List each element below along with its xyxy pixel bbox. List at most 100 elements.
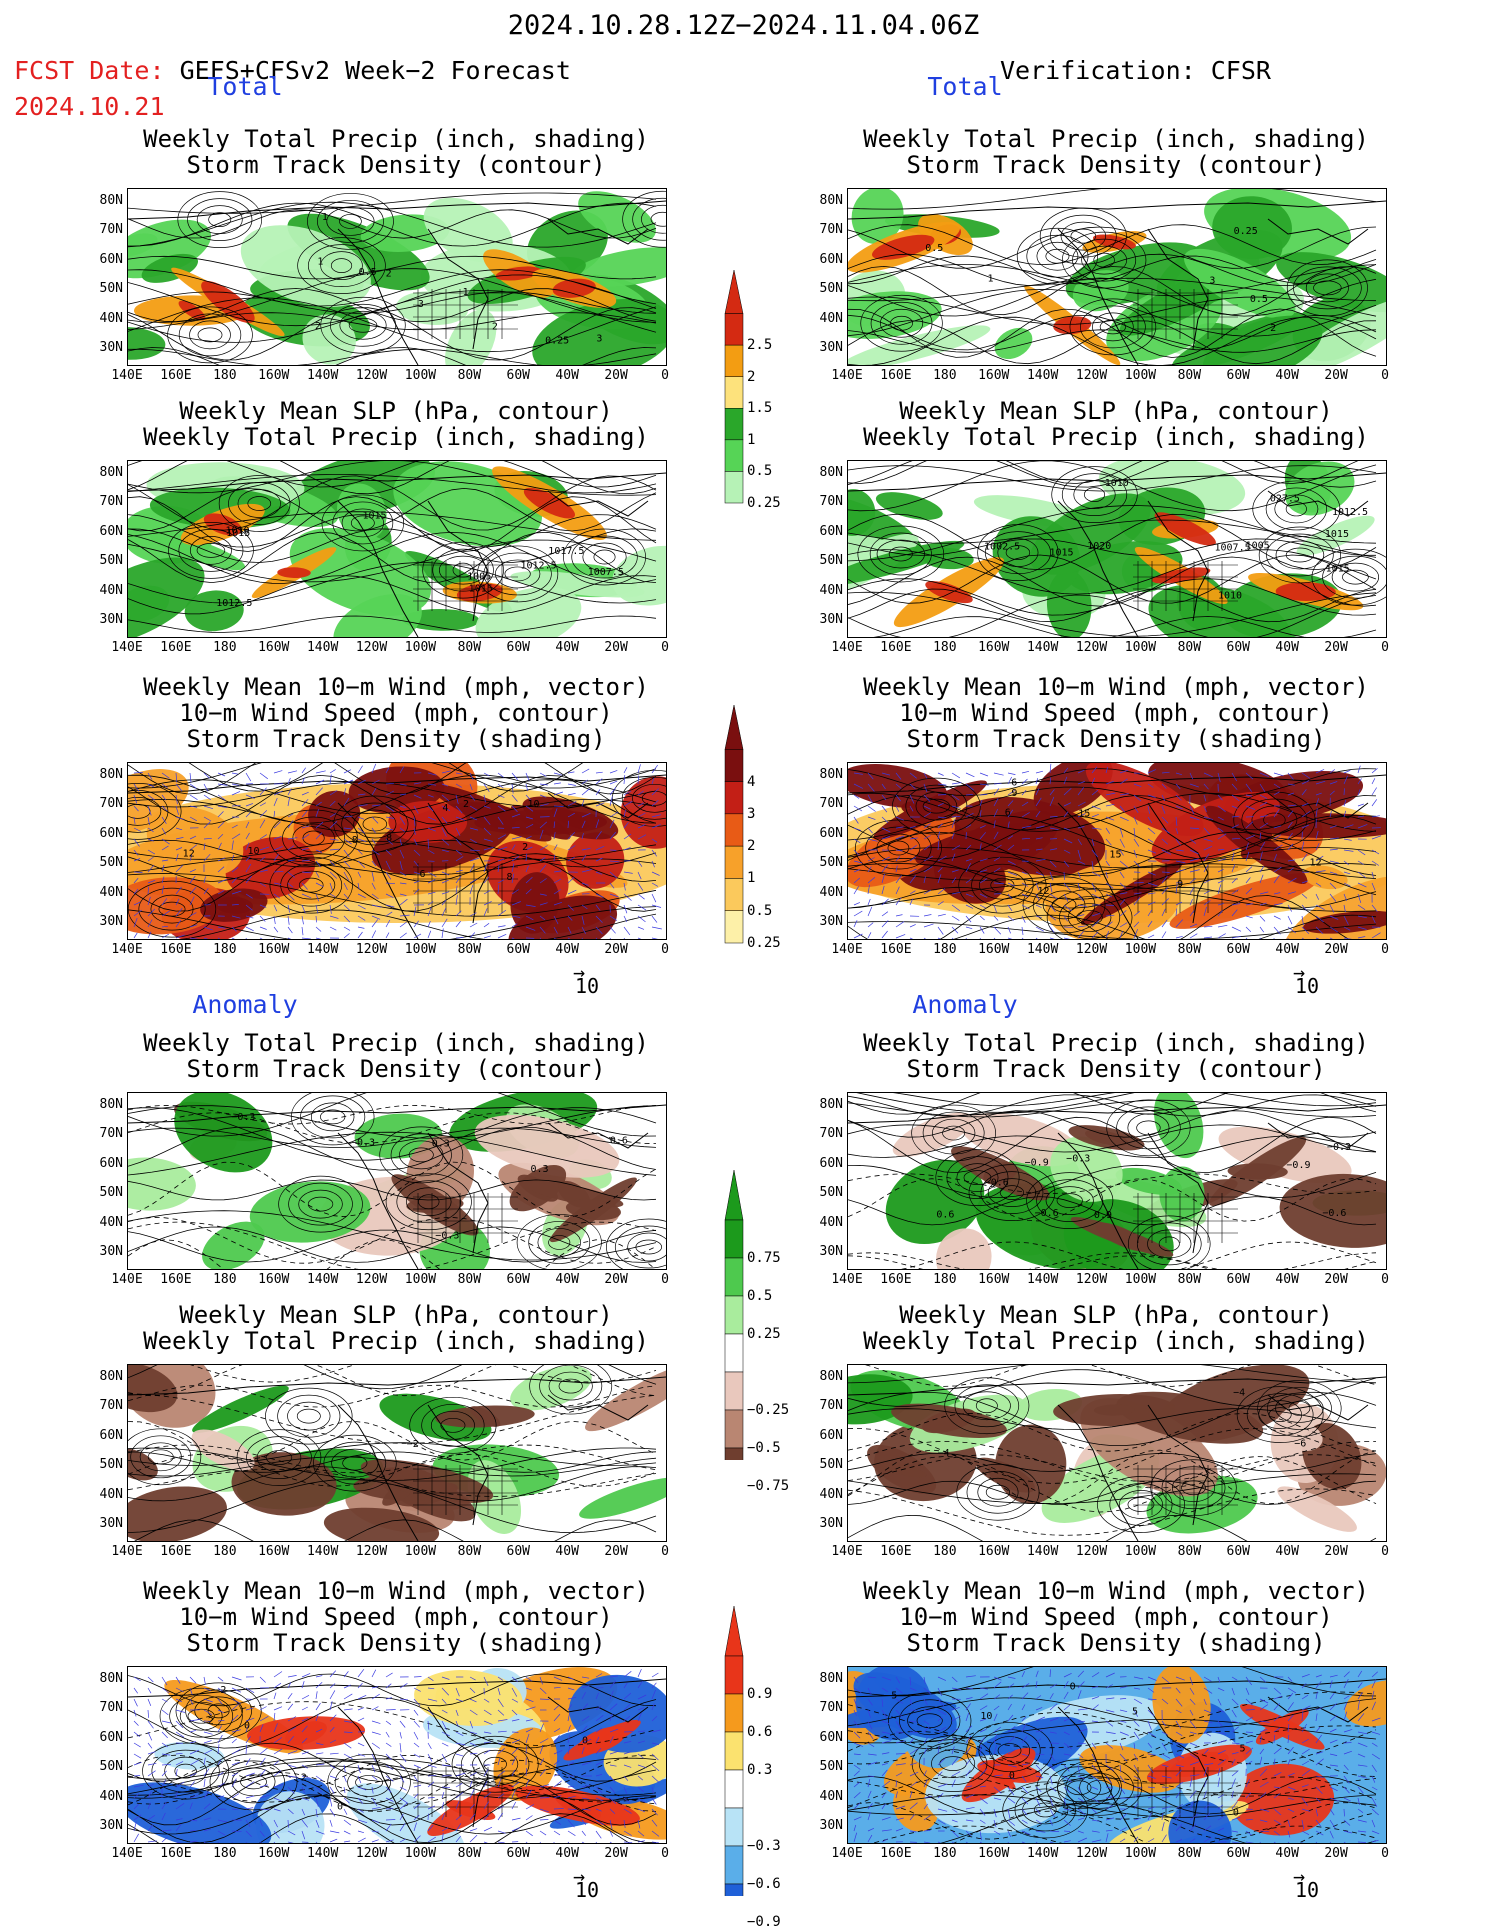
contour-label: 1005 xyxy=(467,571,491,582)
contour-label: 1015 xyxy=(1049,548,1073,559)
lat-tick-label: 60N xyxy=(83,1730,123,1745)
section-label-anomaly: Anomaly xyxy=(95,990,395,1019)
colorbar-tick-label: 2.5 xyxy=(747,337,772,353)
lat-tick-label: 70N xyxy=(83,796,123,811)
lon-tick-label: 0 xyxy=(1355,1846,1415,1861)
lat-tick-label: 50N xyxy=(803,1759,843,1774)
lat-tick-label: 60N xyxy=(803,1156,843,1171)
vector-scale-label: 10 xyxy=(1277,1878,1337,1902)
panel-title: Storm Track Density (contour) xyxy=(836,1056,1396,1083)
contour-label: 2 xyxy=(522,842,528,853)
contour-label: −2 xyxy=(407,1439,419,1450)
lon-tick-label: 0 xyxy=(635,942,695,957)
contour-label: −4 xyxy=(938,1448,950,1459)
lat-tick-label: 70N xyxy=(803,796,843,811)
panel-title: Storm Track Density (contour) xyxy=(116,152,676,179)
contour-label: 0 xyxy=(244,1721,250,1732)
lat-tick-label: 30N xyxy=(83,1516,123,1531)
lat-tick-label: 80N xyxy=(83,767,123,782)
contour-label: 6 xyxy=(1005,808,1011,819)
lat-tick-label: 30N xyxy=(803,1244,843,1259)
contour-label: 0.9 xyxy=(1094,1210,1112,1221)
lat-tick-label: 50N xyxy=(803,281,843,296)
contour-label: 1012.5 xyxy=(216,598,252,609)
panel-title: 10−m Wind Speed (mph, contour) xyxy=(836,700,1396,727)
map-canvas: −2 xyxy=(128,1365,666,1541)
contour-label: 2 xyxy=(463,799,469,810)
contour-label: −0.6 xyxy=(1035,1208,1059,1219)
contour-label: 9 xyxy=(1177,879,1183,890)
lat-tick-label: 40N xyxy=(83,583,123,598)
contour-label: 2 xyxy=(208,1716,214,1727)
contour-label: −6 xyxy=(1294,1438,1306,1449)
contour-label: 10 xyxy=(980,1711,992,1722)
contour-label: −0.3 xyxy=(351,1137,375,1148)
colorbar-graphic xyxy=(719,705,749,955)
lat-tick-label: 80N xyxy=(803,767,843,782)
contour-label: 0.5 xyxy=(1250,294,1268,305)
contour-label: 0 xyxy=(582,1735,588,1746)
lat-tick-label: 40N xyxy=(83,1789,123,1804)
lon-tick-label: 0 xyxy=(635,1544,695,1559)
contour-label: 9 xyxy=(1011,788,1017,799)
colorbar-tick-label: 0.25 xyxy=(747,495,781,511)
colorbar-track_anom xyxy=(719,1606,749,1896)
colorbar-graphic xyxy=(719,1170,749,1460)
lat-tick-label: 60N xyxy=(83,1156,123,1171)
panel-title: Weekly Mean SLP (hPa, contour) xyxy=(836,398,1396,425)
lat-tick-label: 50N xyxy=(83,1759,123,1774)
contour-label: 1020 xyxy=(1087,541,1111,552)
lat-tick-label: 80N xyxy=(83,465,123,480)
lat-tick-label: 80N xyxy=(83,1671,123,1686)
contour-label: 0 xyxy=(1009,1771,1015,1782)
contour-label: −0.3 xyxy=(231,1112,255,1123)
contour-label: 1010 xyxy=(1218,591,1242,602)
lat-tick-label: 70N xyxy=(803,1398,843,1413)
contour-label: 0.5 xyxy=(925,243,943,254)
lon-tick-label: 0 xyxy=(1355,640,1415,655)
contour-label: 15 xyxy=(1109,850,1121,861)
colorbar-tick-label: 0.5 xyxy=(747,903,772,919)
colorbar-tick-label: −0.6 xyxy=(747,1876,781,1892)
contour-label: 8 xyxy=(506,872,512,883)
lon-tick-label: 0 xyxy=(1355,368,1415,383)
panel-title: Weekly Total Precip (inch, shading) xyxy=(116,126,676,153)
panel-title: Weekly Total Precip (inch, shading) xyxy=(836,1030,1396,1057)
contour-label: 0.3 xyxy=(432,1138,450,1149)
lat-tick-label: 40N xyxy=(803,1215,843,1230)
contour-label: 4 xyxy=(442,803,448,814)
contour-label: 8 xyxy=(386,833,392,844)
colorbar-tick-label: 0.6 xyxy=(747,1724,772,1740)
contour-label: 1015 xyxy=(469,584,493,595)
contour-label: 2 xyxy=(1270,323,1276,334)
contour-label: 1007.5 xyxy=(588,567,624,578)
contour-label: −0.6 xyxy=(985,1177,1009,1188)
contour-label: 1015 xyxy=(1325,529,1349,540)
panel-title: Storm Track Density (shading) xyxy=(836,726,1396,753)
contour-label: 3 xyxy=(1209,275,1215,286)
vector-scale-label: 10 xyxy=(557,974,617,998)
lat-tick-label: 40N xyxy=(803,1789,843,1804)
lat-tick-label: 70N xyxy=(83,494,123,509)
contour-label: −0.3 xyxy=(1066,1154,1090,1165)
panel-title: Storm Track Density (shading) xyxy=(836,1630,1396,1657)
lat-tick-label: 30N xyxy=(83,340,123,355)
contour-label: 1 xyxy=(322,212,328,223)
colorbar-tick-label: 1 xyxy=(747,432,755,448)
contour-label: 2 xyxy=(220,1685,226,1696)
lat-tick-label: 40N xyxy=(803,311,843,326)
lat-tick-label: 30N xyxy=(803,612,843,627)
contour-label: 6 xyxy=(419,869,425,880)
lat-tick-label: 30N xyxy=(83,612,123,627)
colorbar-tick-label: 1 xyxy=(747,870,755,886)
map-canvas: 1007.51012.5027.5101510101002.5101010151… xyxy=(848,461,1386,637)
colorbar-tick-label: 4 xyxy=(747,774,755,790)
lat-tick-label: 50N xyxy=(803,1185,843,1200)
lat-tick-label: 70N xyxy=(83,1700,123,1715)
contour-label: 2 xyxy=(492,321,498,332)
